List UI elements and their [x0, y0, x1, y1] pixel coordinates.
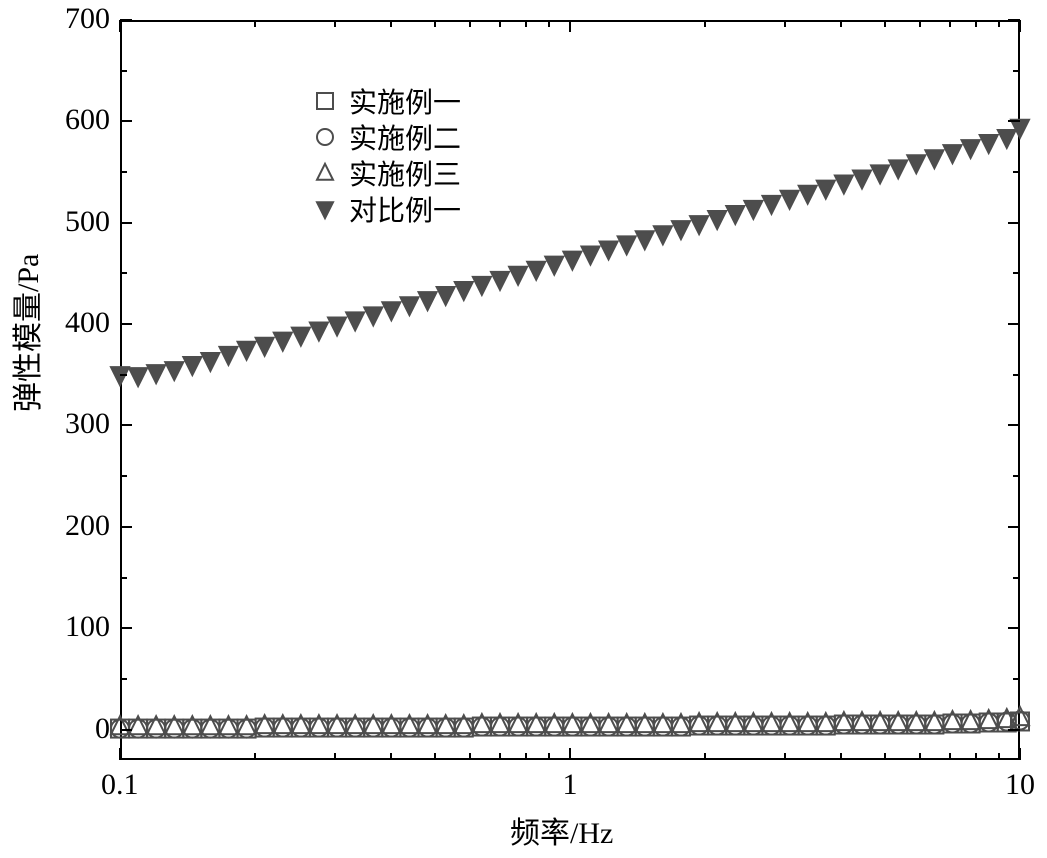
legend-item: 实施例一 — [315, 86, 461, 116]
y-tick-label: 200 — [65, 509, 110, 543]
y-tick-label: 100 — [65, 610, 110, 644]
y-tick-label: 400 — [65, 306, 110, 340]
legend-label: 实施例二 — [349, 117, 461, 157]
data-markers-layer — [0, 0, 1047, 858]
y-tick-label: 600 — [65, 103, 110, 137]
y-tick-label: 700 — [65, 2, 110, 36]
y-tick-label: 300 — [65, 407, 110, 441]
legend-item: 实施例二 — [315, 122, 461, 152]
legend-item: 实施例三 — [315, 158, 461, 188]
x-tick-label: 1 — [563, 768, 578, 802]
legend-marker-icon — [315, 199, 335, 219]
chart-container: 弹性模量/Pa 频率/Hz 实施例一实施例二实施例三对比例一 010020030… — [0, 0, 1047, 858]
x-tick-label: 0.1 — [101, 768, 139, 802]
legend-marker-icon — [315, 163, 335, 183]
y-tick-label: 0 — [95, 712, 110, 746]
legend-label: 实施例三 — [349, 153, 461, 193]
y-tick-label: 500 — [65, 205, 110, 239]
legend-marker-icon — [315, 127, 335, 147]
legend-marker-icon — [315, 91, 335, 111]
legend-item: 对比例一 — [315, 194, 461, 224]
x-tick-label: 10 — [1005, 768, 1035, 802]
legend-label: 对比例一 — [349, 189, 461, 229]
legend: 实施例一实施例二实施例三对比例一 — [315, 86, 461, 230]
legend-label: 实施例一 — [349, 81, 461, 121]
